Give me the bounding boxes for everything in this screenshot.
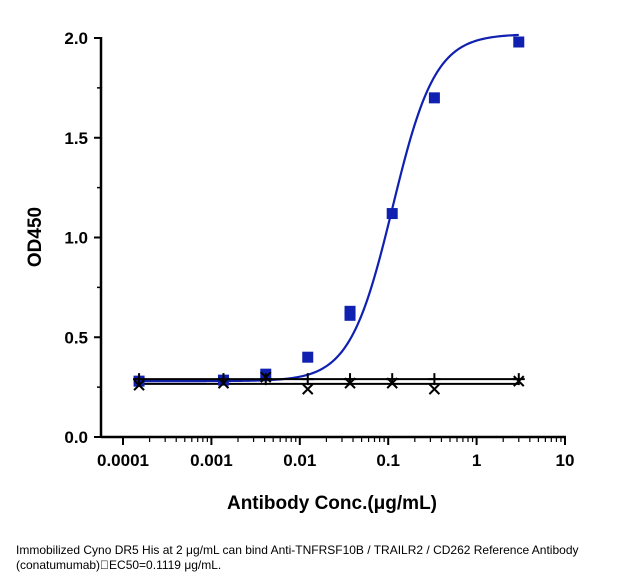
data-point-square [513,36,525,48]
fit-curves [139,33,519,385]
data-point-plus [512,373,525,386]
data-point-square [344,305,356,317]
x-tick-label: 0.001 [190,451,233,470]
data-point-plus [259,373,272,386]
x-axis-title: Antibody Conc.(μg/mL) [227,493,437,514]
x-tick-label: 0.0001 [97,451,149,470]
x-tick-label: 0.1 [376,451,400,470]
data-point-plus [133,373,146,386]
data-point-plus [428,373,441,386]
data-point-plus [301,373,314,386]
y-tick-label: 1.0 [64,229,88,248]
data-point-plus [344,373,357,386]
y-axis-title: OD450 [25,207,46,267]
y-tick-label: 2.0 [64,29,88,48]
data-points [133,36,525,395]
data-point-cross [302,383,314,395]
fit-curve-series-1 [139,33,519,383]
data-point-cross [428,383,441,395]
axes: 0.0 0.5 1.0 1.5 2.0 0.0001 0.001 0.01 0.1 1 10 [64,29,574,470]
y-tick-label: 0.0 [64,428,88,447]
elisa-binding-chart: 0.0 0.5 1.0 1.5 2.0 0.0001 0.001 0.01 0.1 1 10 Ant… [25,29,574,514]
data-point-square [302,351,314,363]
data-point-plus [386,373,399,386]
y-tick-label: 1.5 [64,129,88,148]
y-tick-label: 0.5 [64,328,88,347]
x-tick-label: 0.01 [283,451,316,470]
data-point-square [428,92,440,104]
x-tick-label: 1 [472,451,481,470]
data-point-square [386,208,398,220]
data-point-plus [217,373,230,386]
x-tick-label: 10 [556,451,575,470]
figure-caption: Immobilized Cyno DR5 His at 2 μg/mL can … [16,543,579,572]
